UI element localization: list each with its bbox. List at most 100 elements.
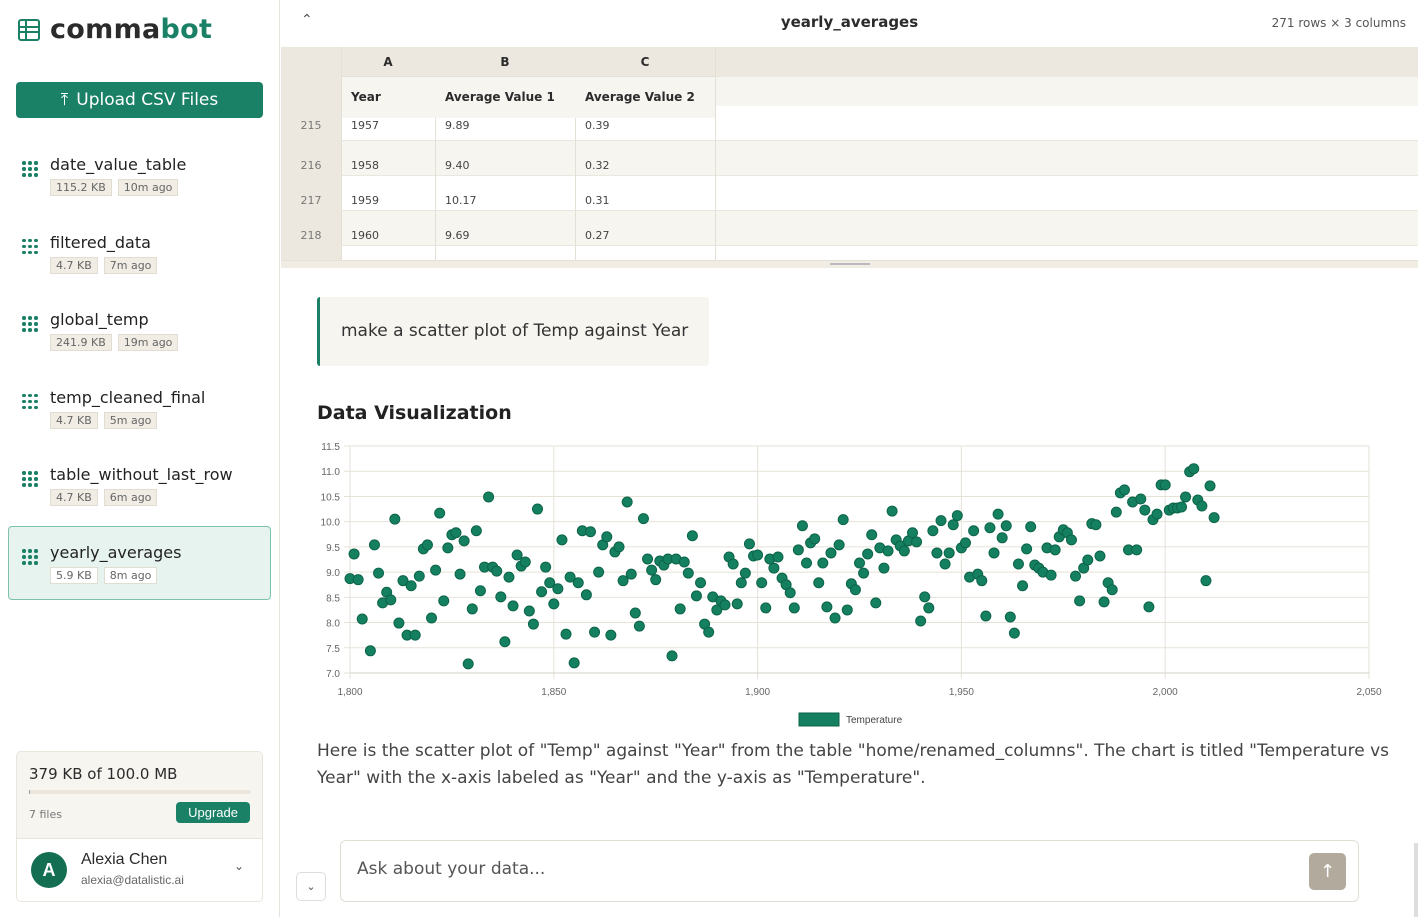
- scatter-point: [503, 571, 515, 583]
- x-tick-label: 1,950: [949, 687, 974, 698]
- scatter-point: [1017, 580, 1029, 592]
- column-header[interactable]: Average Value 1: [435, 77, 575, 118]
- legend-swatch: [798, 712, 840, 727]
- scatter-point: [348, 548, 360, 560]
- scatter-point: [601, 531, 613, 543]
- scatter-point: [951, 510, 963, 522]
- scatter-point: [817, 557, 829, 569]
- logo-text-b: bot: [160, 14, 213, 45]
- y-tick-label: 10.5: [321, 492, 341, 503]
- file-item[interactable]: date_value_table 115.2 KB 10m ago: [8, 138, 271, 212]
- scatter-point: [450, 527, 462, 539]
- scatter-point: [1090, 519, 1102, 531]
- upload-csv-button[interactable]: ⤒ Upload CSV Files: [16, 82, 263, 118]
- files-count: 7 files: [29, 808, 62, 821]
- scatter-point: [1196, 500, 1208, 512]
- scatter-point: [719, 599, 731, 611]
- scatter-point: [1139, 504, 1151, 516]
- column-header[interactable]: Year: [341, 77, 435, 118]
- scatter-point: [442, 542, 454, 554]
- scatter-point: [393, 617, 405, 629]
- scatter-point: [572, 577, 584, 589]
- table-header: ⌃ yearly_averages 271 rows × 3 columns: [281, 0, 1418, 47]
- scroll-down-button[interactable]: ⌄: [296, 872, 326, 901]
- resize-handle[interactable]: [281, 260, 1418, 268]
- table-row[interactable]: [341, 246, 1418, 260]
- file-age: 10m ago: [117, 179, 179, 196]
- column-letter[interactable]: A: [341, 47, 435, 77]
- scatter-point: [731, 598, 743, 610]
- scatter-point: [531, 503, 543, 515]
- file-item[interactable]: temp_cleaned_final 4.7 KB 5m ago: [8, 371, 271, 445]
- upgrade-button[interactable]: Upgrade: [176, 802, 250, 823]
- scatter-point: [385, 594, 397, 606]
- sidebar: commabot ⤒ Upload CSV Files date_value_t…: [0, 0, 280, 917]
- grid-dots-icon: [22, 238, 38, 255]
- table-cell[interactable]: 0.39: [585, 119, 610, 132]
- scatter-point: [421, 539, 433, 551]
- scatter-point: [666, 650, 678, 662]
- file-name: table_without_last_row: [50, 465, 233, 485]
- table-dimensions: 271 rows × 3 columns: [1271, 16, 1406, 30]
- scatter-point: [878, 562, 890, 574]
- scatter-point: [968, 525, 980, 537]
- collapse-table-icon[interactable]: ⌃: [301, 12, 313, 28]
- table-cell[interactable]: 10.17: [445, 194, 477, 207]
- user-menu[interactable]: A Alexia Chen alexia@datalistic.ai ⌄: [17, 838, 262, 901]
- table-row[interactable]: [341, 176, 1418, 211]
- scatter-point: [911, 536, 923, 548]
- file-item[interactable]: table_without_last_row 4.7 KB 6m ago: [8, 448, 271, 522]
- column-letter[interactable]: C: [575, 47, 715, 77]
- table-cell[interactable]: 0.27: [585, 229, 610, 242]
- user-email: alexia@datalistic.ai: [81, 873, 184, 887]
- file-item[interactable]: global_temp 241.9 KB 19m ago: [8, 293, 271, 367]
- scatter-point: [772, 551, 784, 563]
- chat-input[interactable]: [357, 859, 1257, 879]
- scatter-point: [605, 629, 617, 641]
- table-cell[interactable]: 1959: [351, 194, 379, 207]
- table-row[interactable]: [341, 211, 1418, 246]
- scatter-point: [886, 505, 898, 517]
- y-tick-label: 10.0: [321, 518, 341, 529]
- scatter-point: [1082, 554, 1094, 566]
- scatter-point: [438, 595, 450, 607]
- table-cell[interactable]: 9.89: [445, 119, 470, 132]
- scatter-point: [389, 513, 401, 525]
- scatter-point: [821, 601, 833, 613]
- y-tick-label: 9.0: [326, 568, 340, 579]
- table-cell[interactable]: 9.69: [445, 229, 470, 242]
- column-header[interactable]: Average Value 2: [575, 77, 715, 118]
- table-title: yearly_averages: [780, 13, 919, 31]
- scatter-point: [527, 618, 539, 630]
- scatter-point: [593, 566, 605, 578]
- column-letter[interactable]: B: [435, 47, 575, 77]
- table-cell[interactable]: 1957: [351, 119, 379, 132]
- table-cell[interactable]: 0.31: [585, 194, 610, 207]
- file-item[interactable]: yearly_averages 5.9 KB 8m ago: [8, 526, 271, 600]
- scatter-point: [768, 562, 780, 574]
- scatter-point: [536, 586, 548, 598]
- x-tick-label: 1,850: [541, 687, 566, 698]
- table-row[interactable]: [341, 141, 1418, 176]
- table-cell[interactable]: 1958: [351, 159, 379, 172]
- scatter-point: [368, 539, 380, 551]
- scatter-point: [1098, 596, 1110, 608]
- page-scrollbar[interactable]: [1414, 843, 1418, 917]
- scatter-point: [711, 604, 723, 616]
- scatter-point: [552, 583, 564, 595]
- file-name: temp_cleaned_final: [50, 387, 206, 407]
- chevron-down-icon[interactable]: ⌄: [233, 859, 244, 873]
- file-item[interactable]: filtered_data 4.7 KB 7m ago: [8, 216, 271, 290]
- scatter-point: [1135, 493, 1147, 505]
- scatter-point: [927, 525, 939, 537]
- table-cell[interactable]: 0.32: [585, 159, 610, 172]
- table-cell[interactable]: 9.40: [445, 159, 470, 172]
- scatter-point: [695, 577, 707, 589]
- scatter-point: [849, 584, 861, 596]
- send-button[interactable]: ↑: [1309, 853, 1346, 890]
- scatter-point: [788, 602, 800, 614]
- app-name: commabot: [50, 14, 212, 45]
- scatter-point: [690, 590, 702, 602]
- logo-text-a: comma: [50, 14, 161, 45]
- table-cell[interactable]: 1960: [351, 229, 379, 242]
